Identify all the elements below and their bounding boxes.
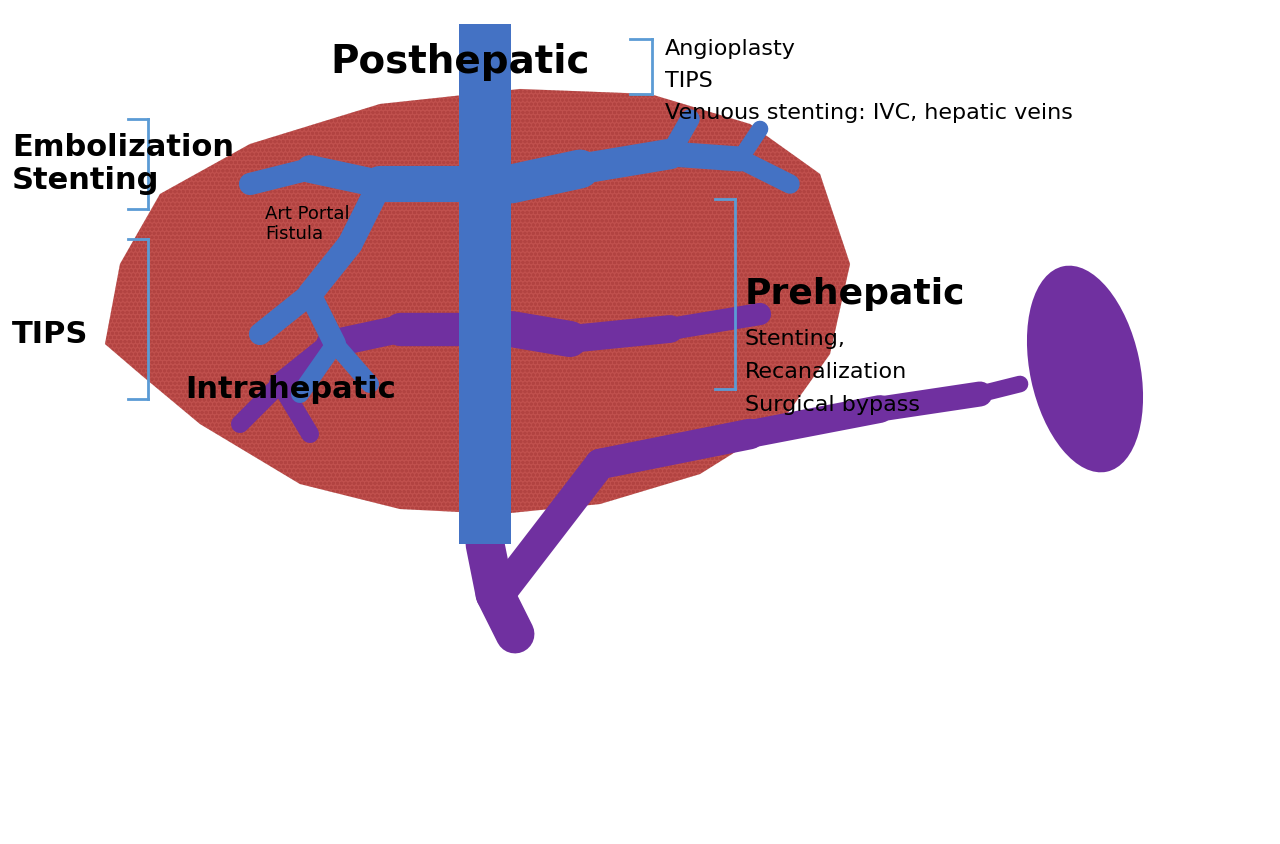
Text: Recanalization: Recanalization: [745, 362, 908, 382]
Text: Stenting,: Stenting,: [745, 329, 846, 349]
Text: Surgical bypass: Surgical bypass: [745, 395, 920, 415]
Text: Posthepatic: Posthepatic: [330, 43, 590, 81]
Text: Intrahepatic: Intrahepatic: [186, 375, 396, 403]
Text: TIPS: TIPS: [12, 320, 88, 349]
Ellipse shape: [1027, 266, 1143, 473]
Text: Prehepatic: Prehepatic: [745, 277, 965, 311]
Text: TIPS: TIPS: [666, 71, 713, 91]
Text: Embolization
Stenting: Embolization Stenting: [12, 133, 234, 195]
Text: Art Portal
Fistula: Art Portal Fistula: [265, 204, 349, 243]
Text: Venuous stenting: IVC, hepatic veins: Venuous stenting: IVC, hepatic veins: [666, 103, 1073, 123]
Bar: [460, 24, 511, 544]
Text: Angioplasty: Angioplasty: [666, 39, 796, 59]
Polygon shape: [105, 89, 850, 514]
